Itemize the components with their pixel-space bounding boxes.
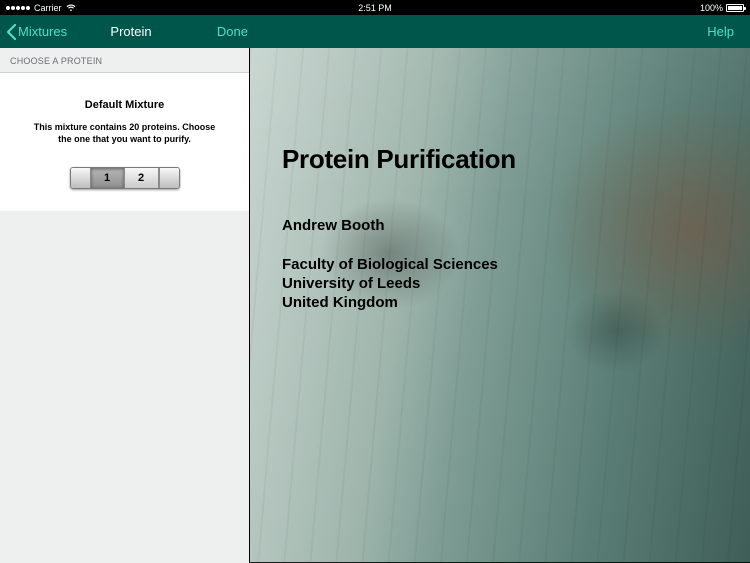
title-block: Protein Purification Andrew Booth Facult…	[282, 144, 516, 312]
nav-sidebar-region: Mixtures Protein Done	[6, 15, 256, 48]
sidebar-nav-title: Protein	[110, 24, 151, 39]
done-button[interactable]: Done	[217, 24, 248, 39]
wifi-icon	[66, 4, 76, 12]
battery-pct-label: 100%	[700, 3, 723, 13]
protein-segmented-control[interactable]: 1 2	[70, 167, 180, 189]
nav-main-region: Help	[256, 24, 744, 39]
affiliation-block: Faculty of Biological Sciences Universit…	[282, 256, 516, 312]
back-label: Mixtures	[18, 24, 67, 39]
affiliation-line: Faculty of Biological Sciences	[282, 256, 516, 275]
segmented-cap-left	[71, 168, 91, 188]
section-header: CHOOSE A PROTEIN	[0, 48, 249, 73]
mixture-panel: Default Mixture This mixture contains 20…	[0, 73, 249, 211]
signal-dots-icon	[6, 6, 30, 10]
main-content: Protein Purification Andrew Booth Facult…	[250, 48, 750, 563]
affiliation-line: University of Leeds	[282, 275, 516, 294]
segment-2-button[interactable]: 2	[125, 168, 159, 188]
author-label: Andrew Booth	[282, 217, 516, 234]
mixture-title: Default Mixture	[26, 99, 223, 111]
page-heading: Protein Purification	[282, 144, 516, 175]
segment-1-button[interactable]: 1	[91, 168, 125, 188]
status-right: 100%	[700, 3, 744, 13]
nav-bar: Mixtures Protein Done Help	[0, 15, 750, 48]
carrier-label: Carrier	[34, 3, 62, 13]
chevron-left-icon	[6, 24, 17, 40]
help-button[interactable]: Help	[707, 24, 734, 39]
body-split: CHOOSE A PROTEIN Default Mixture This mi…	[0, 48, 750, 563]
clock-label: 2:51 PM	[358, 3, 392, 13]
segmented-cap-right	[159, 168, 179, 188]
sidebar: CHOOSE A PROTEIN Default Mixture This mi…	[0, 48, 250, 563]
back-button[interactable]: Mixtures	[6, 24, 67, 40]
app-screen: Carrier 2:51 PM 100% Mixtures Protein Do…	[0, 0, 750, 563]
status-left: Carrier	[6, 3, 76, 13]
battery-icon	[726, 4, 744, 12]
mixture-description: This mixture contains 20 proteins. Choos…	[26, 121, 223, 145]
affiliation-line: United Kingdom	[282, 294, 516, 313]
status-bar: Carrier 2:51 PM 100%	[0, 0, 750, 15]
